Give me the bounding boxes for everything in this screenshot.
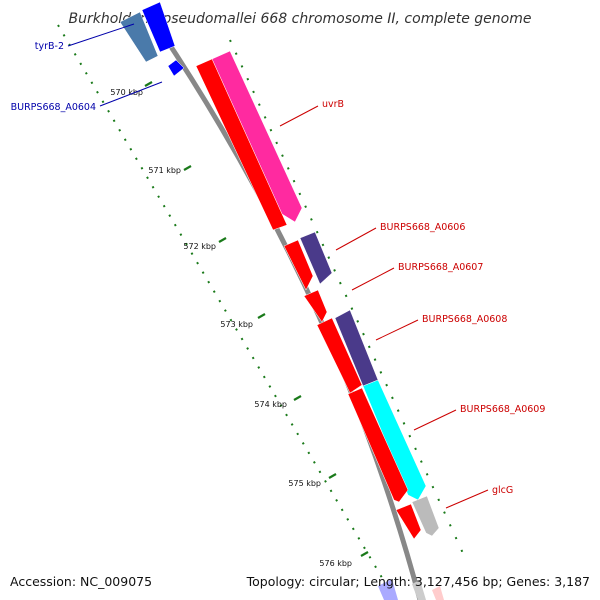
genes-edge xyxy=(378,579,444,600)
gene-BURPS668_A0606-rev xyxy=(283,239,314,291)
tick-ring-outer xyxy=(229,39,467,561)
chromosome-backbone xyxy=(157,28,423,600)
gene-label-tyrB-2[interactable]: tyrB-2 xyxy=(35,41,64,52)
gene-label-BURPS668_A0606[interactable]: BURPS668_A0606 xyxy=(380,222,465,233)
tick-label: 576 kbp xyxy=(319,559,352,568)
gene-edge-blue xyxy=(378,579,398,600)
tick-label: 572 kbp xyxy=(183,242,216,251)
gene-tyrB-2-b xyxy=(141,1,176,53)
gene-edge-pink xyxy=(432,586,444,600)
gene-BURPS668_A0607 xyxy=(303,289,328,323)
gene-label-BURPS668_A0608[interactable]: BURPS668_A0608 xyxy=(422,314,507,325)
genes-reverse xyxy=(167,58,422,540)
tick-label: 574 kbp xyxy=(254,400,287,409)
tick-label: 570 kbp xyxy=(110,88,143,97)
gene-label-BURPS668_A0609[interactable]: BURPS668_A0609 xyxy=(460,404,545,415)
map-title: Burkholderia pseudomallei 668 chromosome… xyxy=(69,11,532,27)
gene-BURPS668_A0609-rev xyxy=(347,387,409,503)
gene-label-BURPS668_A0604[interactable]: BURPS668_A0604 xyxy=(11,102,96,113)
tick-labels: 570 kbp 571 kbp 572 kbp 573 kbp 574 kbp … xyxy=(110,88,352,568)
gene-label-uvrB[interactable]: uvrB xyxy=(322,99,344,110)
gene-glcG-rev xyxy=(395,503,422,540)
gene-BURPS668_A0604 xyxy=(167,59,185,77)
gene-labels: tyrB-2 BURPS668_A0604 uvrB BURPS668_A060… xyxy=(11,41,546,496)
gene-label-BURPS668_A0607[interactable]: BURPS668_A0607 xyxy=(398,262,483,273)
tick-label: 571 kbp xyxy=(148,166,181,175)
gene-edge-gray xyxy=(412,580,426,600)
label-leaders xyxy=(67,23,489,509)
gene-BURPS668_A0608-rev xyxy=(316,317,363,394)
major-ticks xyxy=(144,81,369,557)
accession-text: Accession: NC_009075 xyxy=(10,574,152,589)
gene-label-glcG[interactable]: glcG xyxy=(492,485,513,496)
tick-label: 573 kbp xyxy=(220,320,253,329)
gene-BURPS668_A0606 xyxy=(299,231,333,285)
gene-uvrB-rev xyxy=(195,58,288,231)
gene-glcG xyxy=(411,495,440,537)
gene-tyrB-2 xyxy=(119,11,159,63)
tick-ring-inner xyxy=(57,24,396,600)
genome-summary-text: Topology: circular; Length: 3,127,456 bp… xyxy=(246,574,590,589)
tick-label: 575 kbp xyxy=(288,479,321,488)
